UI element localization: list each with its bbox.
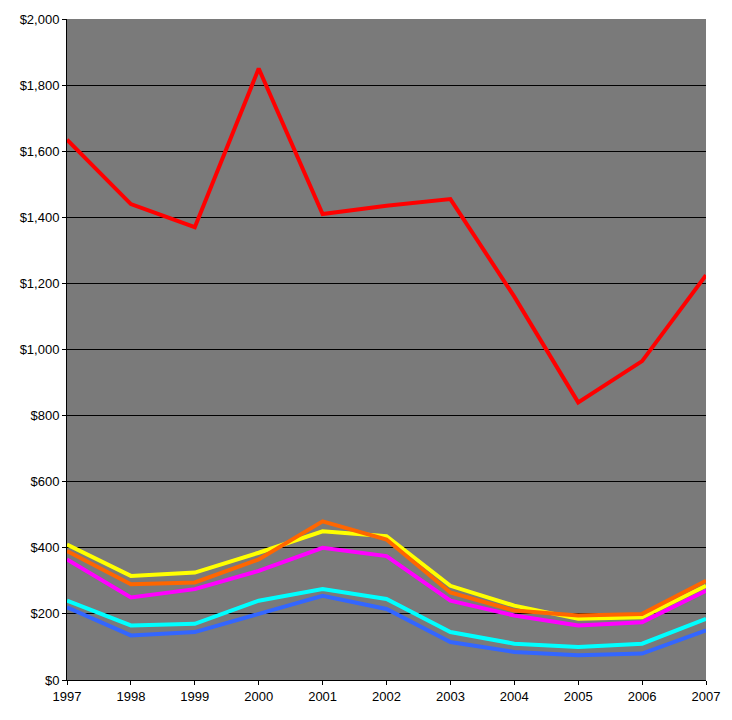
svg-text:2007: 2007	[692, 689, 721, 704]
svg-text:$1,000: $1,000	[20, 342, 60, 357]
svg-text:$600: $600	[30, 474, 59, 489]
svg-text:2003: 2003	[436, 689, 465, 704]
svg-text:1998: 1998	[116, 689, 145, 704]
svg-text:$1,400: $1,400	[20, 210, 60, 225]
svg-text:2005: 2005	[564, 689, 593, 704]
svg-text:$0: $0	[45, 673, 59, 688]
svg-text:$2,000: $2,000	[20, 12, 60, 27]
svg-text:$400: $400	[30, 540, 59, 555]
svg-text:2002: 2002	[372, 689, 401, 704]
svg-text:$200: $200	[30, 606, 59, 621]
svg-text:2004: 2004	[500, 689, 529, 704]
svg-text:1999: 1999	[180, 689, 209, 704]
svg-text:1997: 1997	[53, 689, 82, 704]
svg-text:2000: 2000	[244, 689, 273, 704]
svg-text:$1,800: $1,800	[20, 78, 60, 93]
svg-text:$1,600: $1,600	[20, 144, 60, 159]
svg-text:2001: 2001	[308, 689, 337, 704]
svg-text:$1,200: $1,200	[20, 276, 60, 291]
svg-text:2006: 2006	[628, 689, 657, 704]
svg-text:$800: $800	[30, 408, 59, 423]
